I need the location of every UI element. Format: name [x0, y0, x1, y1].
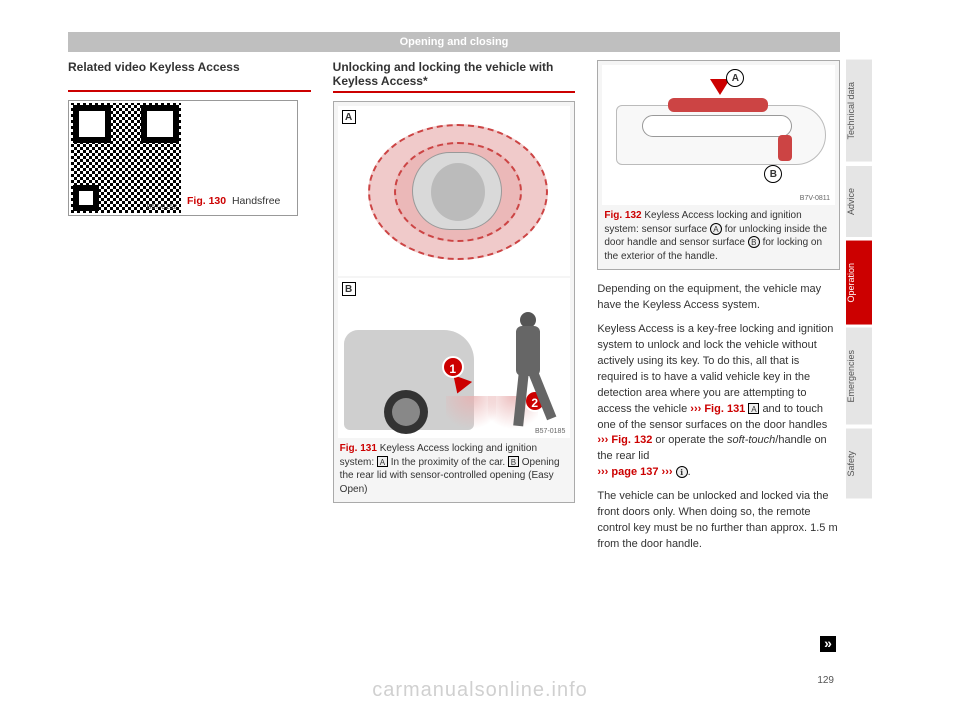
- panel-label-b: B: [342, 282, 356, 296]
- fig-ref-132: Fig. 132: [604, 210, 641, 221]
- round-label-a: A: [726, 69, 744, 87]
- marker-1: 1: [442, 356, 464, 378]
- section-title-unlock: Unlocking and locking the vehicle with K…: [333, 60, 576, 93]
- column-2: Unlocking and locking the vehicle with K…: [333, 60, 576, 668]
- tab-advice[interactable]: Advice: [846, 166, 872, 237]
- body-text: Depending on the equipment, the vehicle …: [597, 282, 840, 561]
- paragraph-2: Keyless Access is a key-free locking and…: [597, 322, 840, 481]
- badge-b-icon: B: [508, 456, 519, 467]
- image-code-132: B7V-0811: [800, 195, 830, 202]
- page-header: Opening and closing: [68, 32, 840, 52]
- paragraph-3: The vehicle can be unlocked and locked v…: [597, 489, 840, 553]
- caption-text: In the proximity of the car.: [391, 457, 506, 468]
- tab-emergencies[interactable]: Emergencies: [846, 328, 872, 425]
- fig-ref-130: Fig. 130: [187, 195, 226, 207]
- figure-132-box: A B B7V-0811 Fig. 132 Keyless Access loc…: [597, 60, 840, 270]
- tab-safety[interactable]: Safety: [846, 429, 872, 499]
- figure-131-caption: Fig. 131 Keyless Access locking and igni…: [338, 438, 571, 498]
- figure-131-panel-b: B 1 2 B57-0185: [338, 278, 571, 438]
- sensor-b-icon: [778, 135, 792, 161]
- badge-b-icon: B: [748, 236, 760, 248]
- section-title-video: Related video Keyless Access: [68, 60, 311, 92]
- qr-block: B57-0152 Fig. 130 Handsfree: [68, 100, 298, 216]
- qr-caption: Fig. 130 Handsfree: [181, 195, 295, 213]
- round-label-b: B: [764, 165, 782, 183]
- badge-a-icon: A: [748, 403, 759, 414]
- image-code-131: B57-0185: [535, 428, 565, 435]
- person-icon: [508, 312, 548, 432]
- tab-operation[interactable]: Operation: [846, 241, 872, 325]
- continue-indicator-icon: »: [820, 636, 836, 652]
- car-top-view-icon: [412, 152, 502, 230]
- qr-cell: B57-0152: [71, 103, 181, 213]
- figure-131-panel-a: A: [338, 106, 571, 276]
- p2-text: .: [688, 466, 691, 478]
- qr-code: [71, 103, 181, 213]
- info-badge-icon: ℹ: [676, 466, 688, 478]
- figure-131-box: A B 1 2 B57-0185 Fig. 131: [333, 101, 576, 503]
- ref-page137: ››› page 137 ›››: [597, 466, 672, 478]
- p2-italic: soft-touch: [727, 434, 775, 446]
- ref-fig131: ››› Fig. 131: [690, 403, 745, 415]
- wheel-icon: [384, 390, 428, 434]
- figure-132-caption: Fig. 132 Keyless Access locking and igni…: [602, 205, 835, 265]
- fig-130-text: Handsfree: [232, 195, 280, 207]
- content-area: Related video Keyless Access B57-0152 Fi…: [68, 60, 840, 668]
- paragraph-1: Depending on the equipment, the vehicle …: [597, 282, 840, 314]
- handle-grip-icon: [642, 115, 792, 137]
- badge-a-icon: A: [377, 456, 388, 467]
- p2-text: Keyless Access is a key-free locking and…: [597, 323, 833, 415]
- badge-a-icon: A: [710, 223, 722, 235]
- qr-image-code: B57-0152: [147, 204, 177, 211]
- watermark: carmanualsonline.info: [0, 679, 960, 702]
- ref-fig132: ››› Fig. 132: [597, 434, 652, 446]
- fig-ref-131: Fig. 131: [340, 443, 377, 454]
- panel-label-a: A: [342, 110, 356, 124]
- column-1: Related video Keyless Access B57-0152 Fi…: [68, 60, 311, 668]
- tab-technical-data[interactable]: Technical data: [846, 60, 872, 162]
- qr-corner-icon: [73, 185, 99, 211]
- figure-132-panel: A B B7V-0811: [602, 65, 835, 205]
- column-3: A B B7V-0811 Fig. 132 Keyless Access loc…: [597, 60, 840, 668]
- p2-text: or operate the: [655, 434, 724, 446]
- sensor-a-icon: [668, 98, 768, 112]
- side-tabs: Technical data Advice Operation Emergenc…: [846, 60, 872, 498]
